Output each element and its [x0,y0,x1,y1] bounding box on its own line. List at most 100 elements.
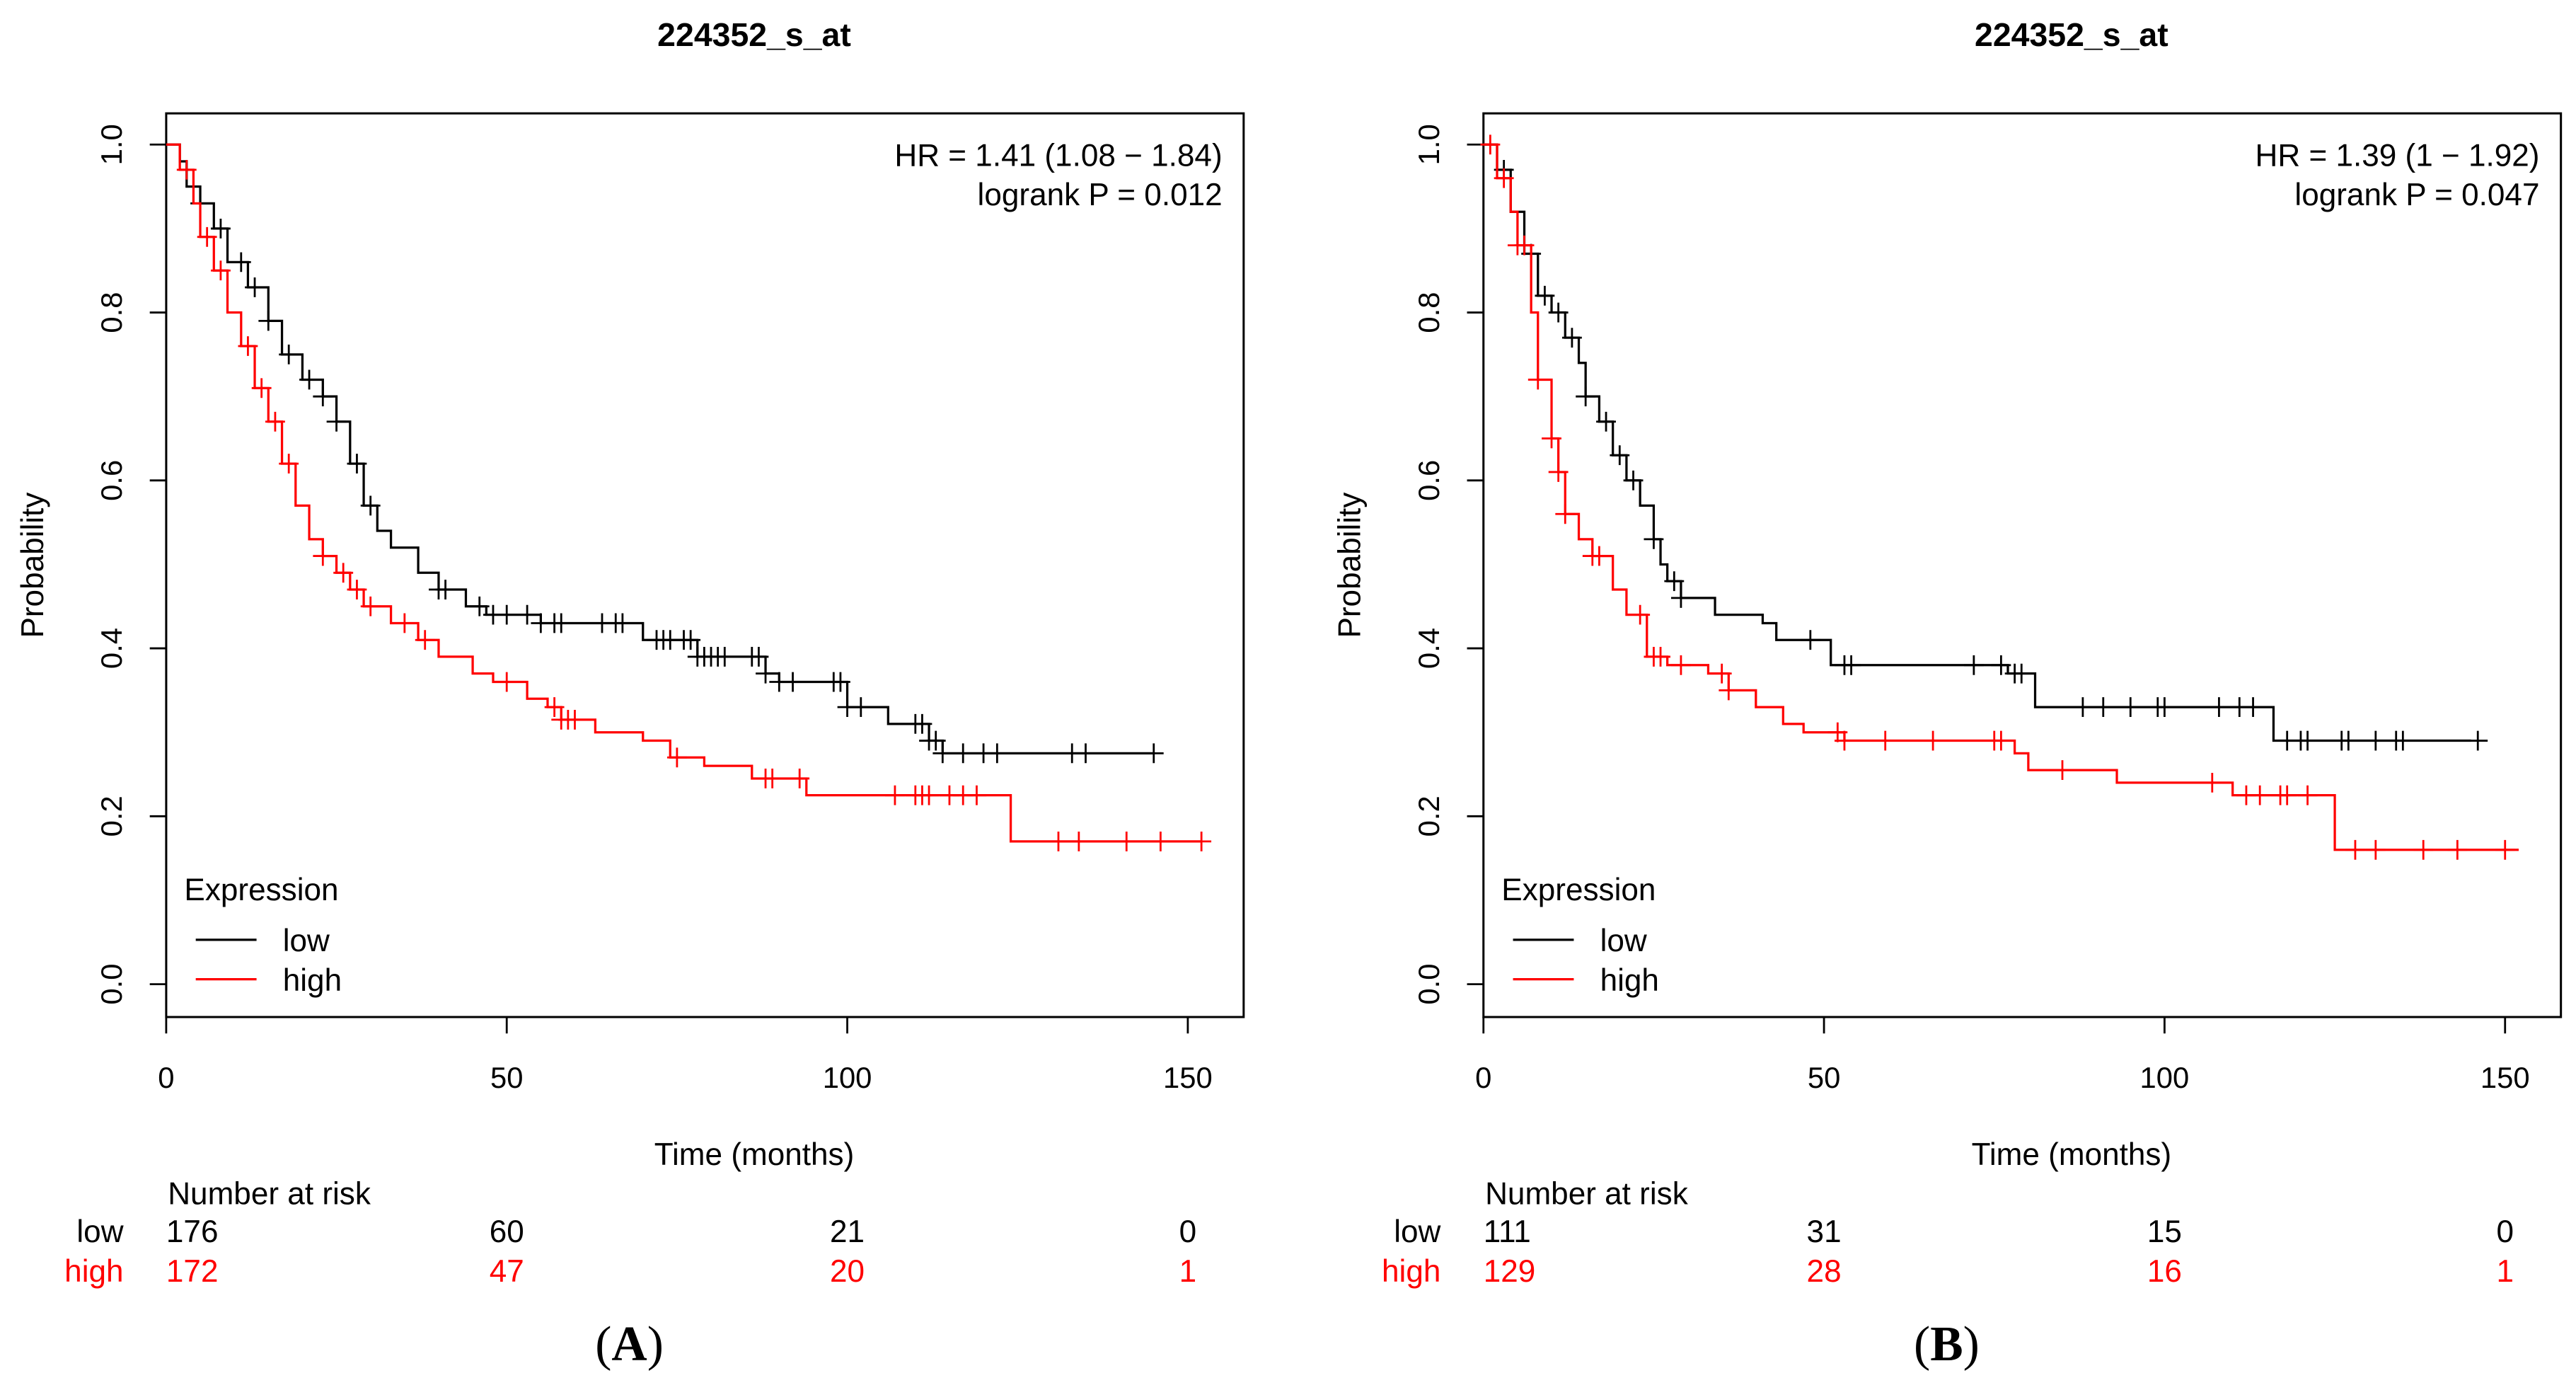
survival-curve-low [1483,143,2471,742]
censor-mark [1075,743,1096,764]
censor-mark [1576,386,1596,407]
censor-mark [347,454,367,474]
censor-mark [1527,369,1548,390]
x-tick-label: 100 [823,1061,872,1094]
censor-mark [1150,831,1171,851]
censor-mark [333,563,354,583]
censor-mark [1049,831,1068,851]
censor-mark [2120,697,2141,718]
censor-mark [2250,785,2270,805]
censor-mark [2365,730,2386,751]
panel-label-paren: ) [647,1317,664,1372]
censor-mark [360,495,381,516]
censor-mark [251,378,272,398]
censor-mark [1191,831,1212,851]
censor-mark [326,411,347,432]
y-tick-label: 0.8 [1412,292,1445,333]
risk-row-label-high: high [64,1254,123,1289]
chart-title: 224352_s_at [657,16,851,53]
risk-count: 15 [2147,1214,2182,1249]
censor-mark [210,260,231,281]
censor-mark [1548,302,1569,323]
km-panel-a: 224352_s_at 0.0 0.2 0.4 0.6 0.8 1.0 Probability… [16,16,1245,1372]
y-tick-label: 0.6 [95,460,128,501]
censor-mark [469,596,490,616]
censor-mark [2338,730,2359,751]
censor-mark [1116,831,1137,851]
y-tick-label: 0.4 [1412,628,1445,669]
censor-mark [1623,470,1644,490]
censor-mark [1561,328,1582,348]
censor-mark [394,613,415,633]
risk-table: Number at risk low 111 31 15 0 high 129 28 16 1 [1382,1177,2514,1289]
censor-mark [2277,785,2297,805]
censor-mark [435,580,456,599]
y-tick-label: 0.0 [95,964,128,1005]
y-axis-label: Probability [1333,493,1368,638]
censor-mark [2413,839,2434,860]
censor-mark [782,672,803,692]
risk-table-title: Number at risk [1485,1177,1689,1212]
y-tick-label: 0.0 [1412,964,1445,1005]
censor-mark [258,311,279,331]
x-axis-label: Time (months) [654,1137,855,1172]
risk-count: 60 [490,1214,524,1249]
censor-mark [681,630,701,650]
censor-mark [1664,571,1685,592]
y-tick-label: 0.6 [1412,460,1445,501]
chart-title: 224352_s_at [1975,16,2168,53]
censor-mark [497,672,517,692]
risk-count: 21 [830,1214,865,1249]
censor-mark [1991,730,2011,751]
x-axis-label: Time (months) [1972,1137,2172,1172]
censor-mark [551,613,572,633]
panel-label-paren: ) [1963,1317,1980,1372]
panel-label: (A) [595,1317,664,1372]
censor-mark [415,630,435,650]
y-axis-label: Probability [16,493,50,638]
censor-mark [197,226,217,247]
censor-mark [176,159,197,180]
censor-mark [1548,462,1569,482]
censor-mark [953,743,974,764]
censor-mark [347,580,367,599]
y-tick-label: 0.8 [95,292,128,333]
censor-mark [2495,839,2515,860]
survival-curve-high [1483,143,2519,851]
risk-count: 1 [2496,1254,2514,1289]
censor-mark [612,613,633,633]
panel-label-paren: ( [595,1317,611,1372]
censor-mark [932,743,953,764]
censor-mark [210,218,231,239]
y-tick-label: 0.2 [95,795,128,837]
censor-mark [2072,697,2093,718]
censor-mark [1514,235,1535,255]
censor-mark [2393,730,2413,751]
risk-count: 28 [1807,1254,1842,1289]
censor-mark [987,743,1007,764]
censor-mark [1963,655,1984,675]
censor-mark [1068,831,1089,851]
x-tick-label: 50 [490,1061,523,1094]
censor-mark [279,454,299,474]
y-tick-label: 0.2 [1412,795,1445,837]
censor-mark [850,697,871,718]
censor-mark [360,596,381,616]
censor-mark [1841,655,1861,675]
censor-mark [313,386,333,407]
legend-label-low: low [283,924,330,958]
panel-label-letter: A [611,1317,647,1372]
risk-count: 176 [166,1214,219,1249]
censor-mark [544,697,565,718]
x-tick-label: 100 [2140,1061,2190,1094]
censor-mark [299,369,319,390]
censor-mark [517,604,538,625]
risk-count: 20 [830,1254,865,1289]
censor-mark [919,785,940,805]
censor-mark [715,647,735,667]
risk-count: 0 [2496,1214,2514,1249]
censor-mark [1835,730,1854,751]
censor-mark [313,546,333,566]
censor-mark [1596,411,1616,432]
censor-mark [265,411,285,432]
